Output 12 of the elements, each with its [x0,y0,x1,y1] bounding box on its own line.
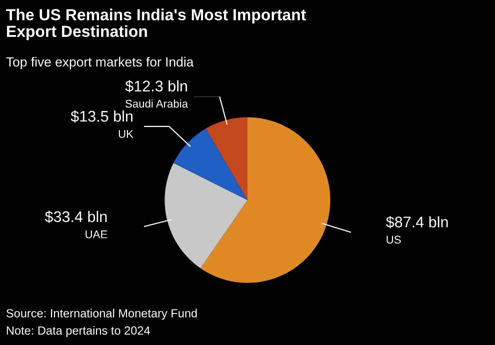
source-note: Source: International Monetary Fund [6,308,197,320]
data-label: $33.4 bln [44,210,107,224]
chart-title: The US Remains India's Most Important Export Destination [6,8,306,40]
slice-label: UAE [86,230,108,238]
slice-label: UK [118,130,134,138]
chart-subtitle: Top five export markets for India [6,56,194,70]
data-label: $12.3 bln [125,80,188,92]
slice-label: Saudi Arabia [125,99,188,108]
data-label: $87.4 bln [386,216,448,228]
text: Note: Data pertains to 2024 [6,326,150,338]
data-label: $13.5 bln [70,110,132,123]
slice-label: US [386,236,401,244]
